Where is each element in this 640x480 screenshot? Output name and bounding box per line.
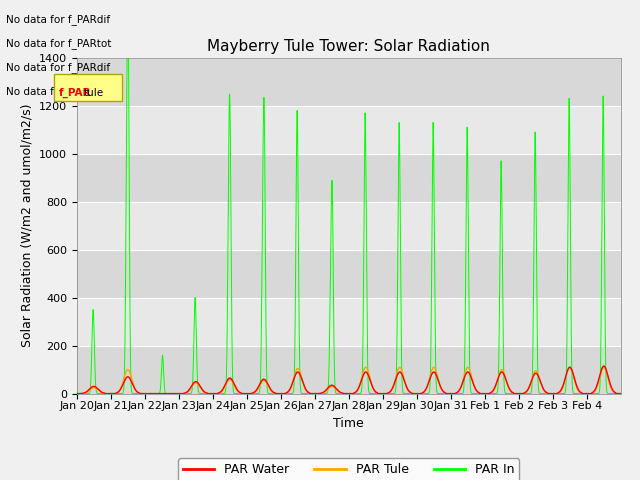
Y-axis label: Solar Radiation (W/m2 and umol/m2/s): Solar Radiation (W/m2 and umol/m2/s): [20, 104, 33, 348]
Bar: [77, 298, 621, 346]
X-axis label: Time: Time: [333, 417, 364, 430]
Legend: PAR Water, PAR Tule, PAR In: PAR Water, PAR Tule, PAR In: [178, 458, 520, 480]
Title: Mayberry Tule Tower: Solar Radiation: Mayberry Tule Tower: Solar Radiation: [207, 39, 490, 54]
Bar: [77, 250, 621, 298]
Bar: [77, 106, 621, 154]
Text: tule: tule: [83, 88, 103, 98]
Text: No data for f_PARtot: No data for f_PARtot: [6, 86, 112, 97]
Bar: [77, 346, 621, 394]
Text: No data for f_PARdif: No data for f_PARdif: [6, 14, 111, 25]
Bar: [77, 58, 621, 106]
Text: No data for f_PARdif: No data for f_PARdif: [6, 62, 111, 73]
Bar: [77, 154, 621, 202]
Bar: [77, 202, 621, 250]
Text: No data for f_PARtot: No data for f_PARtot: [6, 38, 112, 49]
Text: f_PAR: f_PAR: [59, 88, 92, 98]
